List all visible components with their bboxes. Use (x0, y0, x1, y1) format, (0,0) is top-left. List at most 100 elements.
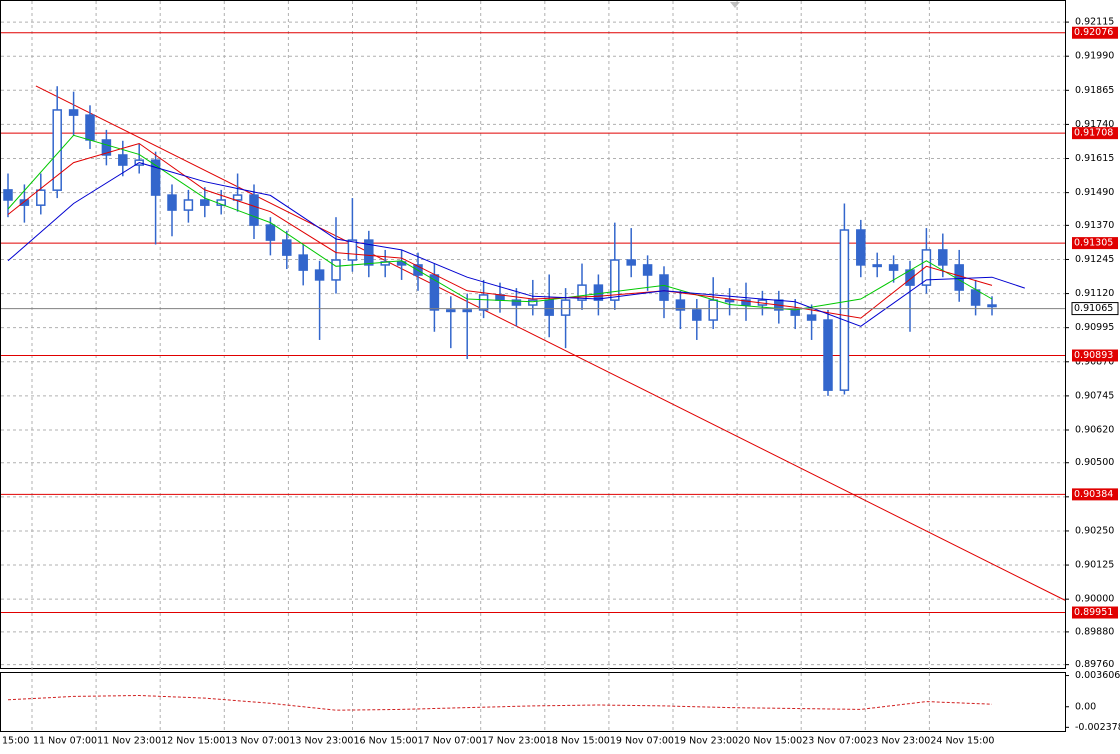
current-price-label: 0.91065 (1074, 303, 1113, 314)
y-tick-label: 0.91740 (1075, 119, 1114, 130)
candle-body (298, 254, 308, 271)
y-tick-label: 0.91990 (1075, 51, 1114, 62)
level-label-bg (1072, 237, 1118, 250)
candle-body (741, 299, 751, 306)
y-tick-label: 0.90250 (1075, 525, 1114, 536)
candle-body (85, 114, 95, 141)
y-tick-label: 0.90870 (1075, 356, 1114, 367)
candle-body (478, 294, 489, 311)
y-tick-label: 0.91245 (1075, 254, 1114, 265)
candle-body (659, 274, 669, 301)
x-tick-label: 23 Nov 23:00 (866, 736, 930, 747)
candle-body (446, 309, 456, 313)
x-tick-label: 13 Nov 07:00 (225, 736, 289, 747)
candle-body (708, 299, 718, 321)
y-tick-label: 0.92115 (1075, 17, 1114, 28)
candle-body (150, 159, 161, 196)
candle-body (314, 269, 325, 281)
candle-body (938, 249, 948, 266)
indicator-line (7, 694, 993, 711)
candle-body (511, 299, 522, 306)
candle-body (954, 264, 964, 291)
candle-body (872, 264, 882, 268)
level-label: 0.91708 (1074, 128, 1113, 139)
x-tick-label: 20 Nov 15:00 (738, 736, 802, 747)
x-tick-label: 12 Nov 15:00 (161, 736, 225, 747)
y-tick-label: 0.90745 (1075, 390, 1114, 401)
candle-body (167, 194, 177, 211)
x-tick-label: 17 Nov 23:00 (482, 736, 546, 747)
level-label: 0.90893 (1074, 350, 1113, 361)
candle-body (36, 189, 46, 206)
x-tick-label: 15:00 (2, 736, 29, 747)
candle-body (101, 139, 112, 156)
candle-body (429, 274, 440, 311)
y-tick-label: 0.91615 (1075, 153, 1114, 164)
candle-body (987, 304, 997, 308)
candle-body (544, 299, 554, 316)
candle-body (347, 239, 358, 261)
candle-body (888, 264, 899, 271)
x-tick-label: 13 Nov 23:00 (289, 736, 353, 747)
y-tick-label: -0.002378 (1075, 722, 1120, 733)
y-tick-label: 0.89760 (1075, 659, 1114, 670)
candle-body (560, 299, 571, 316)
y-tick-label: 0.90000 (1075, 594, 1114, 605)
moving-average (7, 162, 1025, 327)
x-tick-label: 11 Nov 07:00 (33, 736, 97, 747)
candle-body (68, 109, 79, 116)
y-tick-label: 0.00 (1075, 701, 1096, 712)
x-tick-label: 18 Nov 15:00 (546, 736, 610, 747)
level-label-bg (1072, 606, 1118, 619)
x-tick-label: 23 Nov 07:00 (802, 736, 866, 747)
candle-body (806, 314, 817, 321)
candle-body (265, 224, 276, 241)
current-price-bg (1071, 302, 1119, 316)
y-tick-label: 0.91865 (1075, 85, 1114, 96)
candle-body (642, 264, 653, 276)
candle-body (724, 299, 735, 303)
y-tick-label: 0.90125 (1075, 560, 1114, 571)
moving-average (7, 142, 993, 319)
candle-body (249, 194, 259, 226)
y-tick-label: 0.91490 (1075, 187, 1114, 198)
candle-body (970, 289, 981, 306)
x-tick-label: 19 Nov 07:00 (610, 736, 674, 747)
y-tick-label: 0.90620 (1075, 424, 1114, 435)
y-tick-label: 0.91370 (1075, 220, 1114, 231)
level-label-bg (1072, 349, 1118, 362)
main-panel-border (0, 0, 1066, 669)
level-label-bg (1072, 488, 1118, 501)
candle-body (19, 199, 30, 206)
level-label: 0.89951 (1074, 607, 1113, 618)
x-tick-label: 17 Nov 07:00 (418, 736, 482, 747)
candle-body (610, 259, 620, 301)
candle-body (577, 284, 587, 301)
y-tick-label: 0.003606 (1075, 670, 1120, 681)
y-tick-label: 0.91120 (1075, 288, 1114, 299)
level-label: 0.92076 (1074, 27, 1113, 38)
candle-body (790, 309, 800, 316)
candle-body (528, 299, 538, 306)
candle-body (364, 239, 374, 266)
level-label-bg (1072, 26, 1118, 39)
candle-body (118, 154, 128, 166)
candle-body (183, 199, 194, 211)
level-label: 0.91305 (1074, 238, 1113, 249)
trendline (35, 85, 1066, 601)
level-label: 0.90384 (1074, 489, 1113, 500)
candle-body (462, 309, 472, 313)
x-tick-label: 24 Nov 15:00 (930, 736, 994, 747)
candle-body (856, 229, 866, 266)
candle-body (3, 189, 13, 201)
x-tick-label: 11 Nov 23:00 (97, 736, 161, 747)
candle-body (593, 284, 604, 301)
x-tick-label: 16 Nov 15:00 (354, 736, 418, 747)
candle-body (626, 259, 636, 266)
candle-body (823, 319, 833, 391)
candle-body (52, 109, 62, 191)
indicator-panel-border (0, 672, 1066, 732)
candle-body (200, 199, 210, 206)
